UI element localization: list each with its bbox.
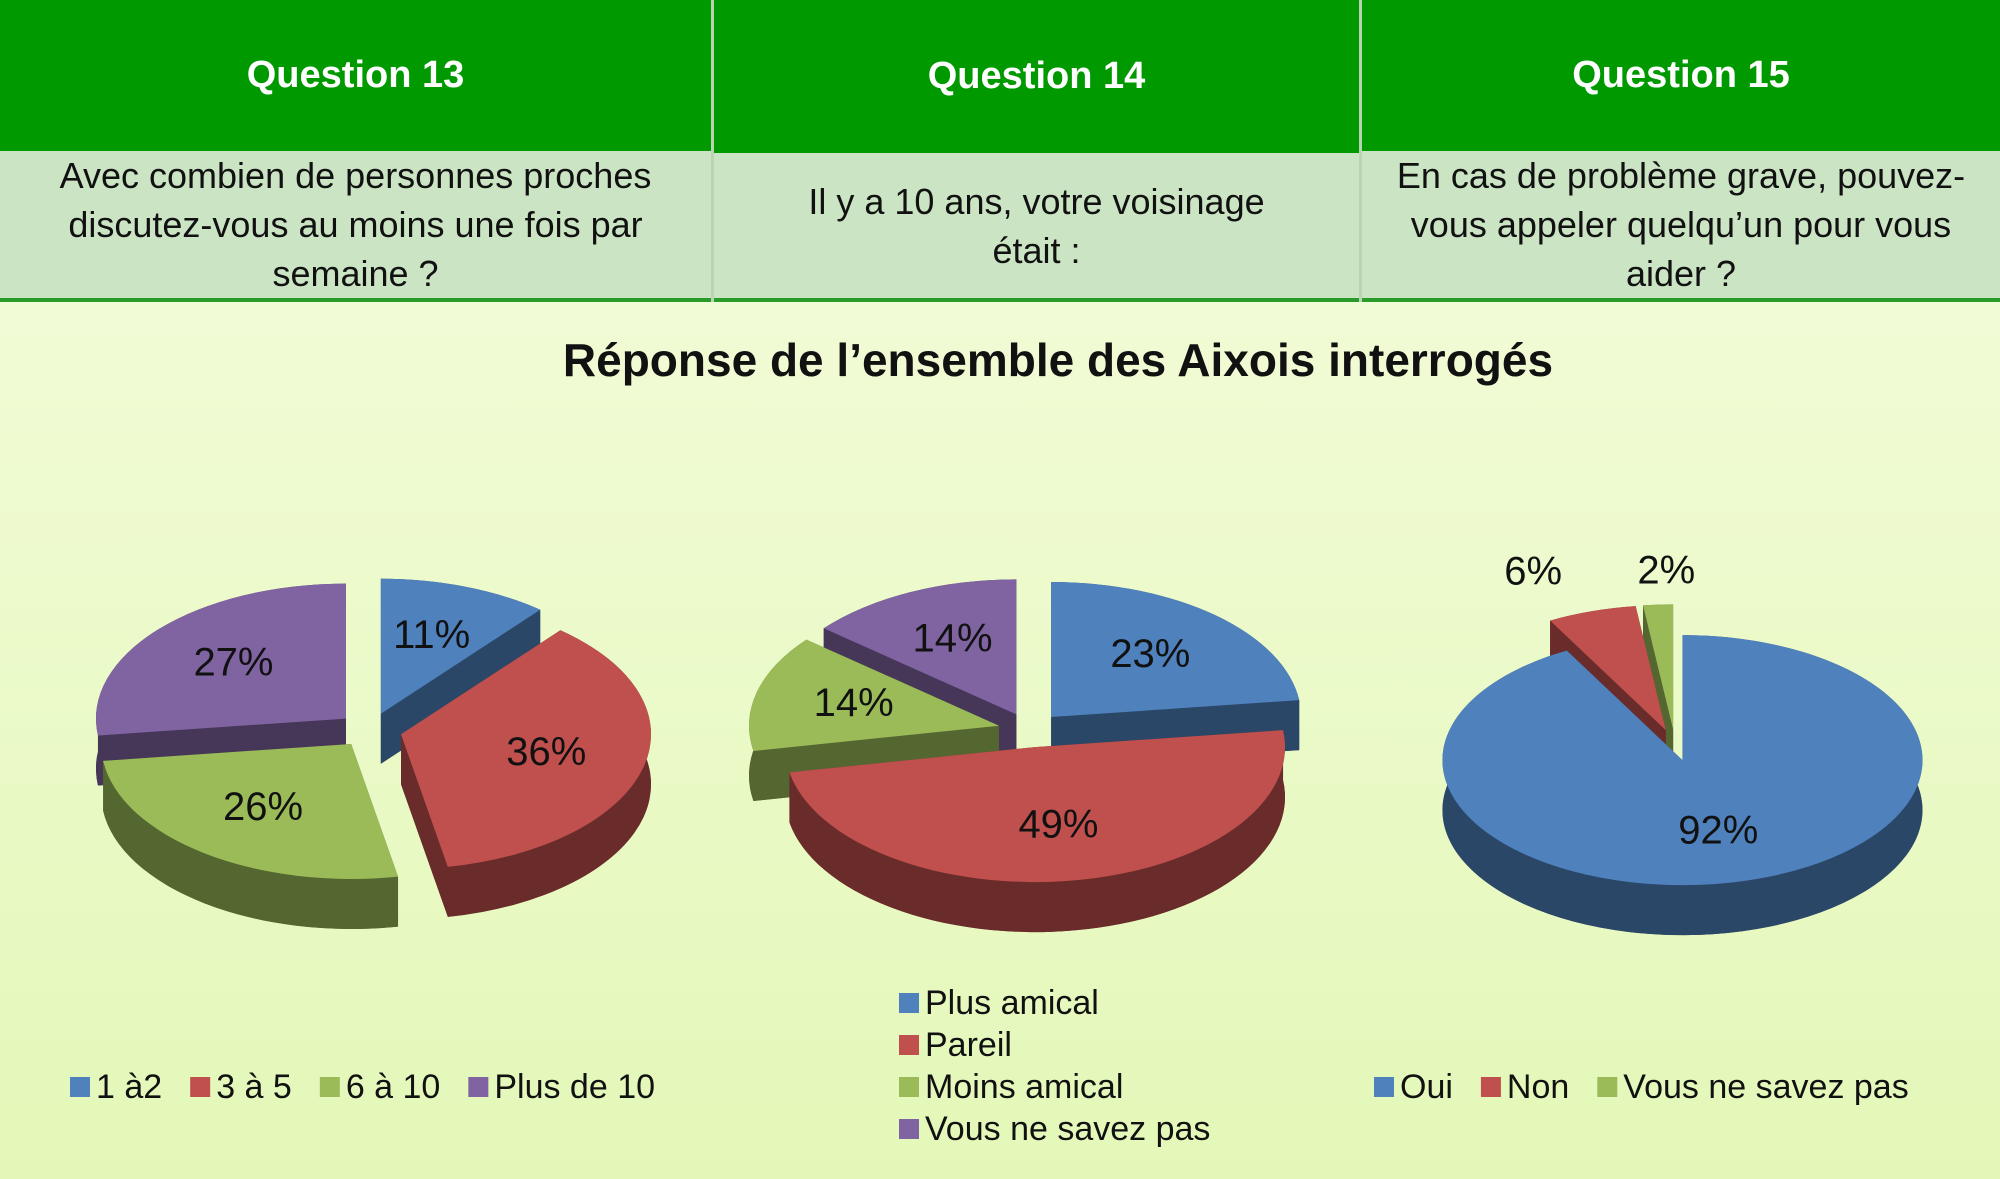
question-column: Question 13 Avec combien de personnes pr… [0,0,714,302]
slice-top [103,743,399,879]
data-label: 23% [1110,632,1190,676]
slice-top [1442,635,1923,886]
chart-heading: Réponse de l’ensemble des Aixois interro… [563,334,1553,386]
slice-top [95,583,346,736]
data-label: 27% [193,641,273,685]
pie-slice [400,630,651,917]
data-label: 92% [1678,808,1758,852]
slice-edge [789,730,1286,933]
slice-top [749,639,1000,751]
legend-swatch [899,1077,919,1097]
slice-top [823,579,1017,715]
data-label: 2% [1637,549,1695,593]
question-title: Question 14 [714,0,1359,153]
data-label: 14% [814,681,894,725]
slice-top [1643,604,1674,730]
question-column: Question 14 Il y a 10 ans, votre voisina… [714,0,1362,302]
slice-edge [103,760,399,929]
legend-swatch [1597,1077,1618,1097]
question-header: Question 13 Avec combien de personnes pr… [0,0,2000,302]
legend-label: Pareil [925,1026,1012,1064]
legend-swatch [1480,1077,1501,1097]
data-label: 6% [1504,549,1562,593]
legend-label: 3 à 5 [216,1068,292,1106]
slice-top [1550,606,1666,731]
legend-swatch [190,1077,211,1097]
legend-swatch [468,1077,489,1097]
data-label: 14% [912,617,992,661]
legend-label: Moins amical [925,1068,1123,1106]
legend-swatch [899,1119,919,1139]
legend-label: 1 à2 [96,1068,162,1106]
legend-label: Oui [1400,1068,1453,1106]
legend-swatch [899,1035,919,1055]
question-text: Il y a 10 ans, votre voisinage était : [714,153,1359,302]
legend-swatch [1374,1077,1394,1097]
pie-slice [1442,635,1923,936]
data-label: 36% [506,730,586,774]
legend-label: 6 à 10 [346,1068,441,1106]
slice-top [789,730,1286,883]
slice-top [400,630,651,867]
legend-swatch [899,993,919,1013]
legend-label: Vous ne savez pas [1623,1068,1908,1106]
question-title: Question 15 [1362,0,2000,151]
slice-side [400,734,448,917]
legend-label: Vous ne savez pas [925,1110,1210,1148]
legend-label: Non [1507,1068,1569,1106]
slice-top [380,578,541,714]
legend-swatch [70,1077,90,1097]
pie-slice [103,743,399,929]
slice-top [1051,582,1300,718]
question-text: Avec combien de personnes proches discut… [0,151,711,302]
data-label: 49% [1018,803,1098,847]
question-text: En cas de problème grave, pouvez-vous ap… [1362,151,2000,302]
legend-swatch [319,1077,340,1097]
pie-slice [789,730,1286,933]
legend-label: Plus de 10 [494,1068,655,1106]
data-label: 26% [223,785,303,829]
question-column: Question 15 En cas de problème grave, po… [1362,0,2000,302]
data-label: 11% [393,613,470,657]
question-title: Question 13 [0,0,711,151]
legend-label: Plus amical [925,984,1099,1022]
